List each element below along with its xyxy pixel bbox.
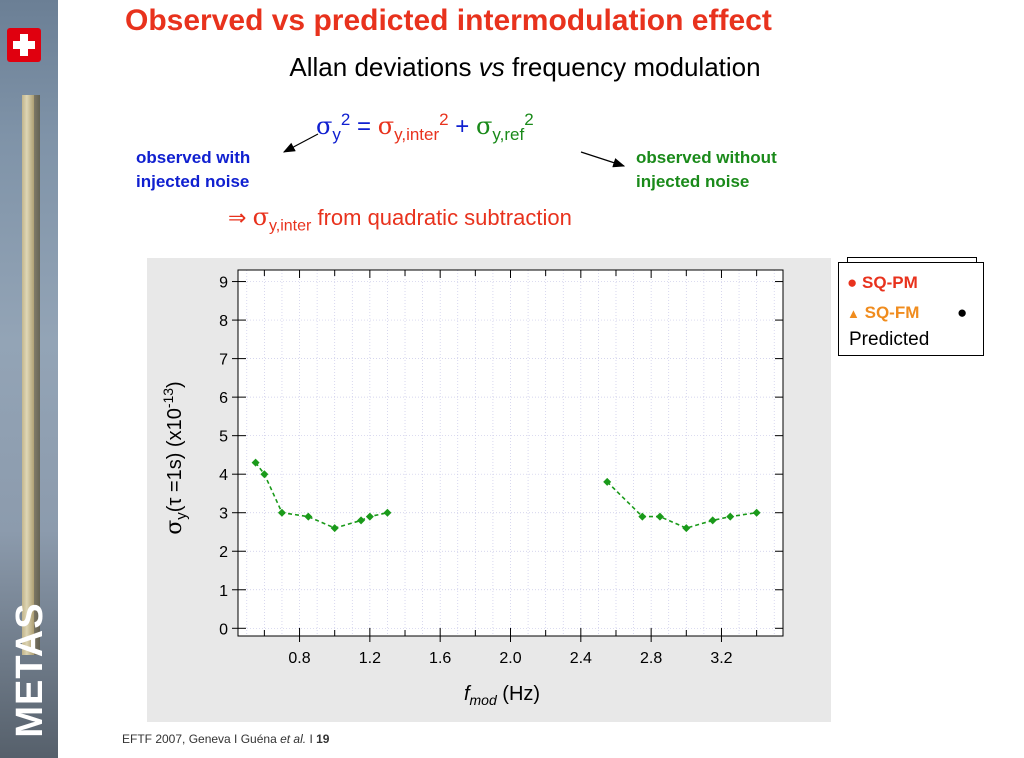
implication-text: from quadratic subtraction xyxy=(311,205,572,230)
arrow-right xyxy=(580,151,626,168)
y-tick-label: 2 xyxy=(219,544,228,561)
x-axis-label: fmod (Hz) xyxy=(464,683,540,708)
implication-sigma: σ xyxy=(252,203,269,231)
data-point xyxy=(752,508,761,517)
data-point xyxy=(638,512,647,521)
data-point xyxy=(726,512,735,521)
implication-sub: y,inter xyxy=(268,217,312,235)
swiss-flag-icon xyxy=(7,28,41,62)
y-tick-label: 5 xyxy=(219,429,228,446)
formula-term1-sub: y,inter xyxy=(394,124,440,144)
note-left-line1: observed with xyxy=(136,148,251,167)
footer-sep: I xyxy=(306,732,317,746)
data-point xyxy=(603,477,612,486)
legend-sq-fm-marker: ▲ xyxy=(847,306,860,321)
legend-predicted-marker: ● xyxy=(957,303,968,322)
y-tick-label: 6 xyxy=(219,390,228,407)
y-tick-label: 4 xyxy=(219,467,228,484)
y-tick-label: 7 xyxy=(219,352,228,369)
y-tick-label: 0 xyxy=(219,621,228,638)
data-point xyxy=(682,524,691,533)
data-point xyxy=(251,458,260,467)
formula-term1-sq: 2 xyxy=(439,110,449,129)
legend-item-sq-fm: ▲ SQ-FM xyxy=(847,303,919,323)
formula-term1-sigma: σ xyxy=(377,112,395,140)
x-tick-label: 1.2 xyxy=(359,650,381,667)
chart-legend: ● SQ-PM ▲ SQ-FM ● Predicted xyxy=(838,262,984,356)
y-axis-label: σy(τ =1s) (x10-13) xyxy=(160,381,190,534)
note-left-line2: injected noise xyxy=(136,172,250,191)
formula-lhs-sq: 2 xyxy=(340,110,351,129)
formula-plus: + xyxy=(448,113,476,140)
tower-image xyxy=(22,95,34,655)
footer-page-number: 19 xyxy=(316,732,330,746)
footer-etal: et al. xyxy=(280,732,307,746)
note-right-line1: observed without xyxy=(636,148,777,167)
x-tick-label: 2.4 xyxy=(570,650,592,667)
data-point xyxy=(260,470,269,479)
chart-panel: 0 1 2 3 4 5 6 7 8 9 0.8 1.2 1.6 2.0 2.4 2.8 3.2 fmod (Hz… xyxy=(147,258,831,722)
y-tick-label: 8 xyxy=(219,313,228,330)
note-observed-with-noise: observed with injected noise xyxy=(136,146,306,194)
y-tick-label: 3 xyxy=(219,506,228,523)
legend-sq-pm-marker: ● xyxy=(847,273,858,292)
annotation-arrows xyxy=(282,133,626,168)
implication-line: ⇒ σy,inter from quadratic subtraction xyxy=(228,203,572,235)
x-tick-label: 3.2 xyxy=(710,650,732,667)
footer-text: EFTF 2007, Geneva I Guéna xyxy=(122,732,281,746)
data-point xyxy=(304,512,313,521)
subtitle-prefix: Allan deviations xyxy=(289,52,479,82)
data-point xyxy=(708,516,717,525)
x-tick-label: 0.8 xyxy=(288,650,310,667)
data-point xyxy=(655,512,664,521)
x-tick-label: 1.6 xyxy=(429,650,451,667)
formula-sigma: σ xyxy=(316,112,333,140)
arrow-left xyxy=(282,133,319,153)
data-point xyxy=(365,512,374,521)
data-point xyxy=(330,524,339,533)
formula-lhs-sub: y xyxy=(332,124,341,144)
allan-variance-formula: σy2 = σy,inter2 + σy,ref2 xyxy=(316,110,534,145)
tower-shadow xyxy=(34,95,40,655)
subtitle-suffix: frequency modulation xyxy=(504,52,761,82)
y-tick-label: 1 xyxy=(219,583,228,600)
data-point xyxy=(277,508,286,517)
data-point xyxy=(357,516,366,525)
legend-predicted-label: Predicted xyxy=(849,329,930,350)
legend-sq-pm-label: SQ-PM xyxy=(862,273,918,292)
legend-frame-shadow xyxy=(847,257,977,264)
x-tick-label: 2.0 xyxy=(499,650,521,667)
subtitle-vs: vs xyxy=(478,52,505,82)
data-point xyxy=(383,508,392,517)
formula-term2-sigma: σ xyxy=(475,112,493,140)
note-observed-without-noise: observed without injected noise xyxy=(636,146,836,194)
legend-item-sq-pm: ● SQ-PM xyxy=(847,273,918,293)
formula-term2-sq: 2 xyxy=(524,110,534,129)
note-right-line2: injected noise xyxy=(636,172,750,191)
slide-title: Observed vs predicted intermodulation ef… xyxy=(125,4,772,37)
legend-sq-fm-label: SQ-FM xyxy=(864,303,920,322)
x-tick-label: 2.8 xyxy=(640,650,662,667)
metas-logo: METAS xyxy=(9,602,51,738)
slide-footer: EFTF 2007, Geneva I Guéna et al. I 19 xyxy=(122,732,329,746)
formula-term2-sub: y,ref xyxy=(492,124,525,144)
slide-subtitle: Allan deviations vs frequency modulation xyxy=(0,52,1024,83)
y-tick-label: 9 xyxy=(219,275,228,292)
sidebar-photo: METAS xyxy=(0,0,58,758)
formula-equals: = xyxy=(350,113,378,140)
implies-arrow: ⇒ xyxy=(228,205,247,230)
allan-deviation-chart: 0 1 2 3 4 5 6 7 8 9 0.8 1.2 1.6 2.0 2.4 2.8 3.2 fmod (Hz… xyxy=(160,269,784,708)
